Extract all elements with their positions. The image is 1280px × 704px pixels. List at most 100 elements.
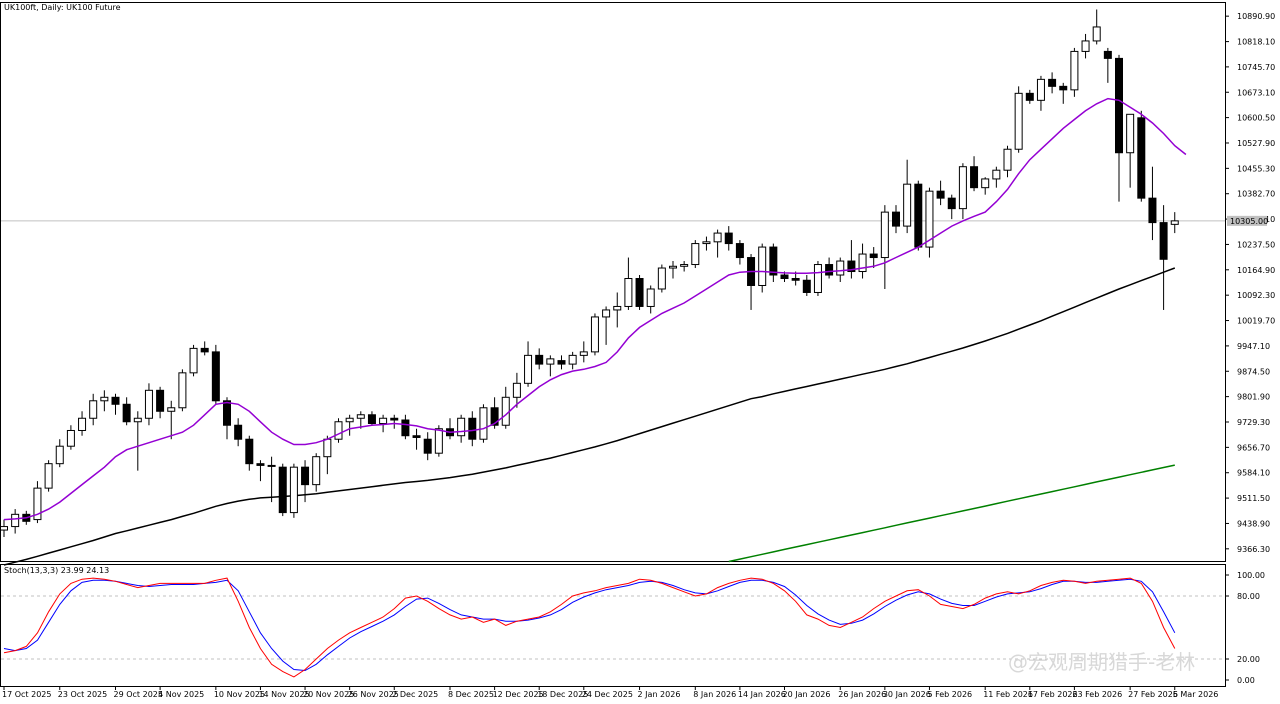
ma-mid-layer	[3, 267, 1176, 566]
price-tick-label: 10092.30	[1237, 291, 1275, 300]
ma-fast-line	[3, 97, 1187, 521]
candle-body	[892, 211, 900, 227]
candle-body	[568, 354, 577, 365]
candle-body	[245, 438, 254, 465]
candle-body	[970, 166, 979, 189]
candle-body	[579, 351, 588, 356]
time-tick-label: 5 Mar 2026	[1173, 690, 1219, 699]
time-tick-label: 12 Dec 2025	[493, 690, 544, 699]
candle-body	[122, 403, 131, 423]
stoch-signal-line	[3, 578, 1176, 672]
time-tick-label: 24 Dec 2025	[582, 690, 633, 699]
candle-body	[1003, 148, 1012, 171]
candle-body	[434, 428, 443, 454]
candle-body	[847, 260, 856, 273]
ma-slow-layer	[728, 464, 1175, 563]
candle-body	[457, 417, 466, 437]
ma-fast-layer	[3, 97, 1187, 521]
candle-body	[379, 417, 388, 424]
candle-body	[512, 382, 521, 398]
time-tick-label: 26 Jan 2026	[838, 690, 886, 699]
candle-body	[479, 407, 488, 440]
ma-mid-line	[3, 267, 1176, 566]
price-tick-label: 10527.90	[1237, 139, 1275, 148]
price-tick-label: 9366.30	[1237, 545, 1270, 554]
candle-body	[390, 417, 399, 421]
candle-body	[200, 347, 209, 353]
price-tick-label: 10455.30	[1237, 164, 1275, 173]
price-tick-label: 10237.50	[1237, 240, 1275, 249]
stoch-tick-label: 100.00	[1237, 571, 1265, 580]
price-tick-label: 10164.90	[1237, 266, 1275, 275]
candle-body	[278, 466, 287, 514]
chart-title: UK100ft, Daily: UK100 Future	[4, 3, 121, 12]
candle-body	[323, 438, 332, 458]
candle-body	[947, 197, 956, 210]
candle-body	[178, 372, 187, 409]
candle-body	[468, 417, 477, 440]
candle-body	[401, 419, 410, 437]
price-tick-label: 10745.70	[1237, 63, 1275, 72]
candle-body	[1036, 78, 1045, 101]
candle-body	[256, 463, 265, 466]
candle-body	[267, 464, 276, 467]
candle-body	[992, 169, 1001, 180]
candle-body	[1025, 92, 1034, 101]
time-tick-label: 4 Nov 2025	[158, 690, 204, 699]
candle-body	[1148, 197, 1157, 224]
current-price-label: 10305.00	[1230, 217, 1268, 226]
stoch-main-line	[3, 577, 1176, 678]
price-tick-label: 10818.10	[1237, 38, 1275, 47]
price-tick-label: 10600.50	[1237, 114, 1275, 123]
candle-body	[925, 190, 934, 248]
candle-body	[825, 264, 834, 276]
stoch-label: Stoch(13,3,3) 23.99 24.13	[4, 566, 109, 575]
candle-body	[858, 253, 867, 273]
candle-body	[334, 421, 343, 440]
price-tick-label: 9656.70	[1237, 443, 1270, 452]
stoch-tick-label: 0.00	[1237, 676, 1255, 685]
time-tick-label: 8 Dec 2025	[448, 690, 494, 699]
candle-body	[1137, 117, 1146, 199]
candle-body	[44, 463, 53, 489]
candle-body	[936, 190, 945, 199]
time-tick-label: 14 Jan 2026	[738, 690, 786, 699]
candle-body	[1059, 85, 1068, 91]
candle-body	[234, 424, 243, 440]
candle-body	[1014, 92, 1023, 150]
candle-body	[189, 347, 198, 374]
candle-body	[1115, 57, 1123, 154]
time-tick-label: 2 Dec 2025	[392, 690, 438, 699]
candle-body	[1081, 40, 1090, 52]
time-tick-label: 26 Nov 2025	[348, 690, 399, 699]
candle-body	[1070, 50, 1079, 91]
candle-body	[613, 305, 622, 311]
candle-body	[345, 417, 354, 423]
stoch-tick-label: 20.00	[1237, 655, 1260, 664]
candle-body	[958, 166, 967, 210]
time-tick-label: 18 Dec 2025	[537, 690, 588, 699]
candle-body	[1103, 50, 1112, 59]
candle-body	[1170, 220, 1179, 225]
candle-body	[1126, 113, 1135, 154]
time-tick-label: 17 Oct 2025	[2, 690, 51, 699]
candle-body	[66, 429, 75, 447]
candle-body	[367, 414, 376, 424]
time-tick-label: 30 Jan 2026	[883, 690, 931, 699]
candle-body	[635, 278, 644, 307]
candle-body	[223, 400, 231, 426]
candle-body	[289, 466, 298, 514]
time-tick-label: 23 Feb 2026	[1072, 690, 1122, 699]
candle-body	[903, 183, 912, 227]
candle-body	[144, 389, 153, 419]
candle-body	[89, 400, 98, 419]
candle-body	[524, 354, 533, 384]
candle-body	[111, 396, 120, 405]
candle-body	[914, 183, 923, 248]
time-tick-label: 5 Feb 2026	[927, 690, 972, 699]
price-tick-label: 10382.70	[1237, 190, 1275, 199]
candle-body	[791, 278, 800, 281]
price-tick-label: 10890.90	[1237, 12, 1275, 21]
candle-body	[836, 260, 845, 276]
candle-body	[535, 354, 544, 365]
